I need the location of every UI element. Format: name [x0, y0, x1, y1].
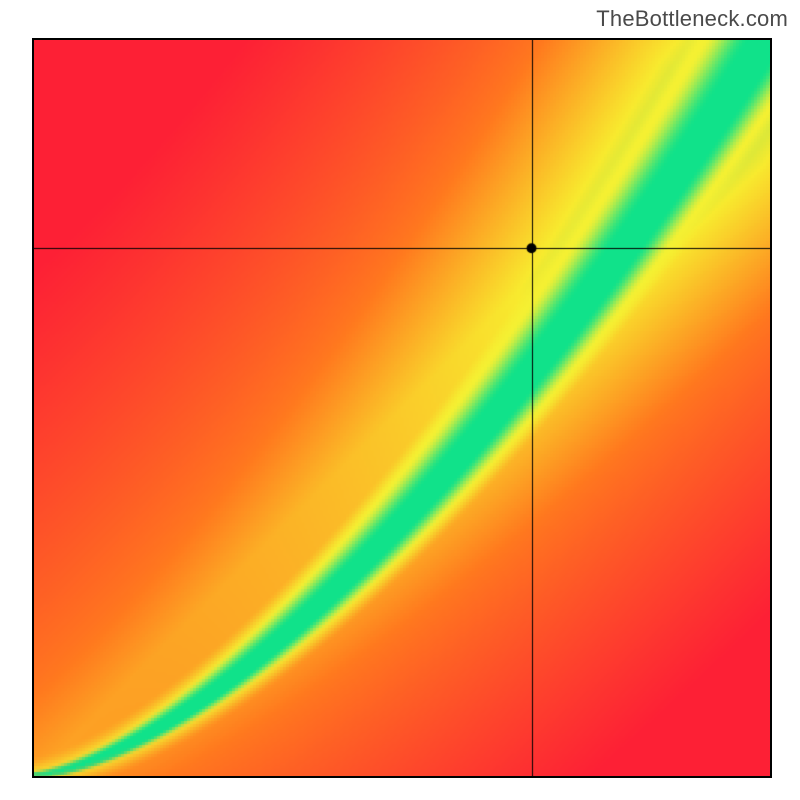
- attribution-text: TheBottleneck.com: [596, 6, 788, 32]
- chart-container: TheBottleneck.com: [0, 0, 800, 800]
- bottleneck-heatmap: [32, 38, 772, 778]
